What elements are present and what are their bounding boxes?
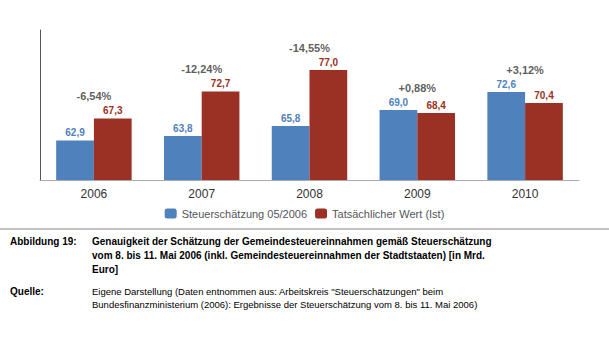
svg-text:72,6: 72,6 xyxy=(497,79,517,90)
svg-text:+3,12%: +3,12% xyxy=(506,64,544,76)
svg-text:67,3: 67,3 xyxy=(103,105,123,116)
svg-text:-6,54%: -6,54% xyxy=(76,90,111,102)
svg-text:+0,88%: +0,88% xyxy=(398,82,436,94)
svg-text:Bundesfinanzministerium (2006): Bundesfinanzministerium (2006): Ergebnis… xyxy=(92,299,477,310)
svg-text:vom 8. bis 11. Mai 2006 (inkl.: vom 8. bis 11. Mai 2006 (inkl. Gemeindes… xyxy=(92,250,485,261)
svg-text:Euro]: Euro] xyxy=(92,264,118,275)
svg-text:2006: 2006 xyxy=(81,187,108,201)
svg-text:62,9: 62,9 xyxy=(65,127,85,138)
svg-text:2008: 2008 xyxy=(296,187,323,201)
svg-text:2007: 2007 xyxy=(188,187,215,201)
svg-text:Genauigkeit der Schätzung der: Genauigkeit der Schätzung der Gemeindest… xyxy=(92,236,492,247)
svg-text:63,8: 63,8 xyxy=(173,123,193,134)
svg-text:Steuerschätzung 05/2006: Steuerschätzung 05/2006 xyxy=(182,208,307,220)
svg-text:-12,24%: -12,24% xyxy=(181,63,222,75)
svg-text:Eigene Darstellung (Daten entn: Eigene Darstellung (Daten entnommen aus:… xyxy=(92,286,443,297)
svg-text:69,0: 69,0 xyxy=(389,97,409,108)
svg-text:2010: 2010 xyxy=(512,187,539,201)
svg-text:72,7: 72,7 xyxy=(211,78,231,89)
svg-text:77,0: 77,0 xyxy=(319,57,339,68)
svg-text:68,4: 68,4 xyxy=(426,100,446,111)
svg-text:Quelle:: Quelle: xyxy=(10,286,44,297)
svg-text:70,4: 70,4 xyxy=(534,90,554,101)
svg-text:-14,55%: -14,55% xyxy=(289,42,330,54)
svg-text:Tatsächlicher Wert (Ist): Tatsächlicher Wert (Ist) xyxy=(332,208,444,220)
svg-text:65,8: 65,8 xyxy=(281,113,301,124)
svg-text:Abbildung 19:: Abbildung 19: xyxy=(10,236,77,247)
svg-text:2009: 2009 xyxy=(404,187,431,201)
